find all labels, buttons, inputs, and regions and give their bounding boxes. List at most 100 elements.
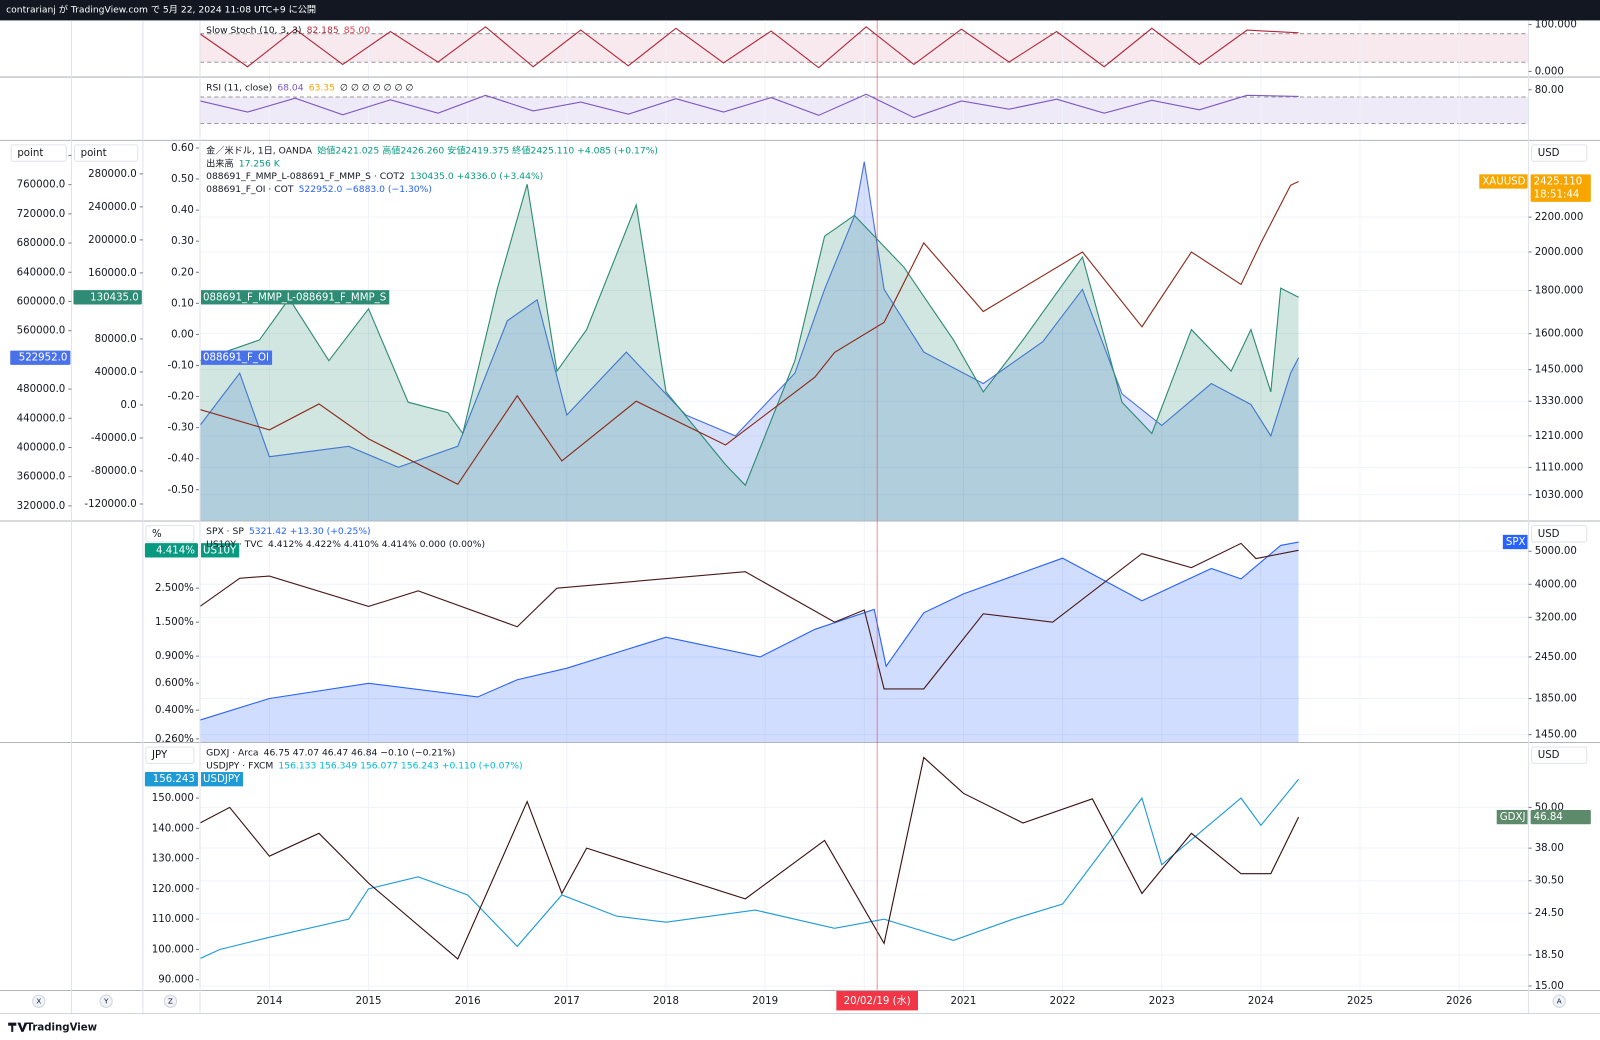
legend-text: 4.412% 4.422% 4.410% 4.414% 0.000 (0.00%… bbox=[268, 539, 485, 550]
x-tick-label: 2018 bbox=[653, 996, 679, 1007]
y-tick-label: -0.50 bbox=[168, 485, 194, 496]
y-tick-label: 24.50 bbox=[1535, 908, 1564, 919]
series-label-bg bbox=[1502, 534, 1528, 550]
y-tick-label: 0.30 bbox=[171, 236, 194, 247]
series-line bbox=[199, 161, 1300, 468]
price-tag: 522952.0 bbox=[19, 353, 68, 364]
axis-button-label: A bbox=[1557, 997, 1562, 1006]
y-tick-label: 0.50 bbox=[171, 174, 194, 185]
y-tick-label: 560000.0 bbox=[17, 326, 66, 337]
legend-text: Slow Stoch (10, 3, 3) bbox=[206, 25, 301, 36]
series-label: USDJPY bbox=[203, 774, 241, 785]
price-tag: 4.414% bbox=[156, 545, 195, 556]
y-tick-label: 0.60 bbox=[171, 143, 194, 154]
series-label: US10Y bbox=[203, 545, 237, 556]
legend-text: GDXJ · Arca bbox=[206, 748, 258, 759]
price-tag: 2425.110 bbox=[1534, 176, 1583, 187]
area-fill bbox=[200, 542, 1299, 742]
y-tick-label: 160000.0 bbox=[88, 268, 137, 279]
series-label-bg bbox=[201, 290, 390, 305]
y-tick-label: 640000.0 bbox=[17, 267, 66, 278]
price-tag-bg bbox=[144, 772, 198, 787]
y-tick-label: 1600.000 bbox=[1535, 329, 1584, 340]
y-tick-label: 1.500% bbox=[155, 617, 194, 628]
y-tick-label: 110.000 bbox=[152, 914, 194, 925]
series-label-bg bbox=[201, 543, 240, 558]
y-tick-label: 0.0 bbox=[121, 400, 137, 411]
y-tick-label: -120000.0 bbox=[84, 499, 136, 510]
y-tick-label: 80.00 bbox=[1535, 85, 1564, 96]
y-tick-label: 280000.0 bbox=[88, 169, 137, 180]
axis-title-bg bbox=[1531, 746, 1588, 764]
legend-text: 156.133 156.349 156.077 156.243 +0.110 (… bbox=[278, 760, 522, 771]
price-tag-bg bbox=[1530, 809, 1591, 825]
price-tag: 18:51:44 bbox=[1534, 190, 1580, 201]
brand-name: TradingView bbox=[27, 1023, 98, 1034]
series-line bbox=[199, 756, 1300, 960]
y-tick-label: 1800.000 bbox=[1535, 286, 1584, 297]
legend-text: 金／米ドル, 1日, OANDA bbox=[206, 145, 313, 157]
x-tick-label: 2026 bbox=[1446, 996, 1472, 1007]
y-tick-label: 5000.00 bbox=[1535, 546, 1577, 557]
y-tick-label: 600000.0 bbox=[17, 296, 66, 307]
y-tick-label: -0.10 bbox=[168, 360, 194, 371]
crosshair-label-bg bbox=[836, 991, 918, 1011]
legend-text: 5321.42 +13.30 (+0.25%) bbox=[249, 526, 371, 537]
y-tick-label: 4000.00 bbox=[1535, 579, 1577, 590]
y-tick-label: -0.20 bbox=[168, 392, 194, 403]
price-tag-bg bbox=[144, 543, 198, 558]
series-label-bg bbox=[201, 350, 273, 365]
footer-bar bbox=[0, 1013, 1600, 1040]
y-tick-label: 40000.0 bbox=[95, 367, 137, 378]
marks-layer bbox=[199, 26, 1300, 960]
axis-button-label: X bbox=[36, 997, 41, 1006]
y-tick-label: 1030.000 bbox=[1535, 490, 1584, 501]
series-label: GDXJ bbox=[1500, 812, 1526, 823]
y-tick-label: 80000.0 bbox=[95, 334, 137, 345]
y-tick-label: 1210.000 bbox=[1535, 431, 1584, 442]
series-label-bg bbox=[1496, 809, 1528, 825]
y-tick-label: -0.40 bbox=[168, 454, 194, 465]
y-tick-label: 200000.0 bbox=[88, 235, 137, 246]
price-tag: 46.84 bbox=[1534, 812, 1563, 823]
y-tick-label: 2450.00 bbox=[1535, 652, 1577, 663]
y-tick-label: 680000.0 bbox=[17, 238, 66, 249]
y-tick-label: 240000.0 bbox=[88, 202, 137, 213]
y-tick-label: 2000.000 bbox=[1535, 247, 1584, 258]
crosshair-label: 20/02/19 (水) bbox=[844, 995, 911, 1007]
header-bar bbox=[0, 0, 1600, 21]
x-tick-label: 2016 bbox=[455, 996, 481, 1007]
x-tick-label: 2021 bbox=[950, 996, 976, 1007]
x-tick-label: 2014 bbox=[256, 996, 282, 1007]
y-tick-label: 360000.0 bbox=[17, 472, 66, 483]
x-tick-label: 2022 bbox=[1050, 996, 1076, 1007]
axis-title: USD bbox=[1538, 750, 1560, 761]
y-tick-label: 120.000 bbox=[152, 884, 194, 895]
price-tag-bg bbox=[10, 350, 71, 365]
y-tick-label: 0.00 bbox=[171, 329, 194, 340]
price-tag-bg bbox=[73, 290, 142, 305]
y-tick-label: 320000.0 bbox=[17, 501, 66, 512]
axis-title: point bbox=[17, 148, 43, 159]
y-tick-label: 18.50 bbox=[1535, 950, 1564, 961]
y-tick-label: 15.00 bbox=[1535, 981, 1564, 992]
y-tick-label: 1850.00 bbox=[1535, 694, 1577, 705]
legend-text: 130435.0 +4336.0 (+3.44%) bbox=[410, 171, 543, 182]
legend-text: 出来高 bbox=[206, 157, 234, 169]
series-line bbox=[199, 184, 1299, 487]
y-tick-label: 400000.0 bbox=[17, 442, 66, 453]
y-tick-label: 140.000 bbox=[152, 823, 194, 834]
series-label: 088691_F_OI bbox=[203, 353, 269, 364]
y-tick-label: 1330.000 bbox=[1535, 396, 1584, 407]
x-tick-label: 2025 bbox=[1347, 996, 1373, 1007]
axis-title-bg bbox=[1531, 144, 1588, 162]
y-tick-label: 100.000 bbox=[152, 944, 194, 955]
area-fill bbox=[200, 184, 1299, 521]
y-tick-label: 150.000 bbox=[152, 793, 194, 804]
x-tick-label: 2023 bbox=[1149, 996, 1175, 1007]
axis-button-label: Z bbox=[168, 997, 173, 1006]
legend-text: ∅ ∅ ∅ ∅ ∅ ∅ ∅ bbox=[340, 82, 413, 93]
x-tick-label: 2019 bbox=[752, 996, 778, 1007]
